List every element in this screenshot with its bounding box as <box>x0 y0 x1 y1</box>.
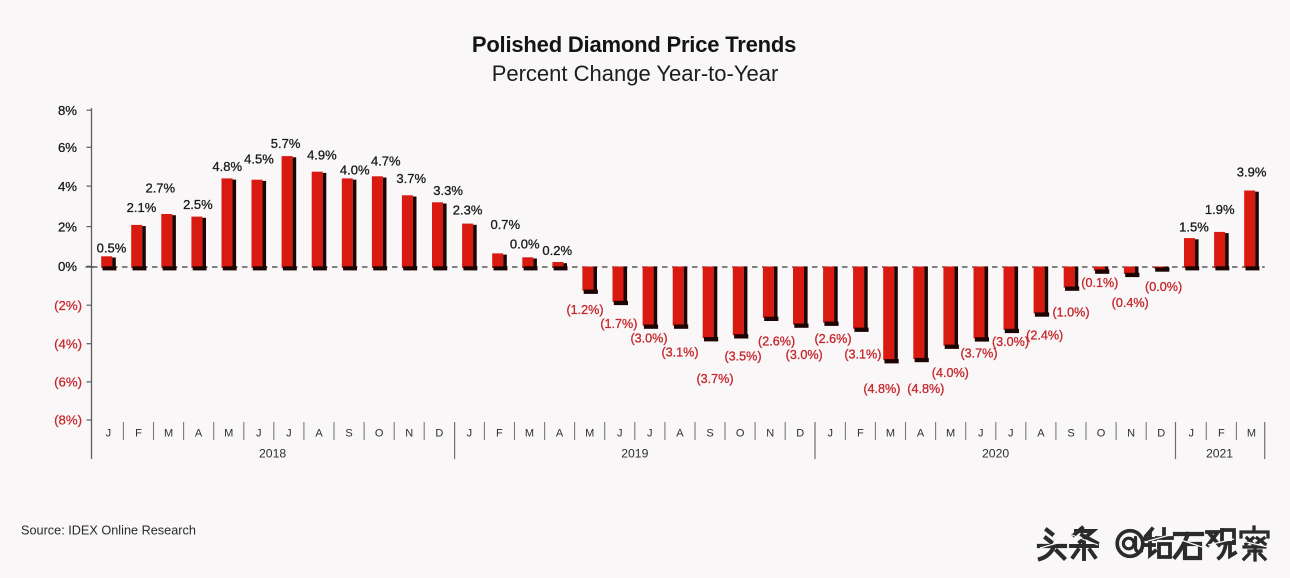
svg-text:(8%): (8%) <box>54 413 82 428</box>
svg-text:(2%): (2%) <box>54 298 82 313</box>
svg-text:(6%): (6%) <box>54 375 82 390</box>
svg-text:(4.0%): (4.0%) <box>932 366 969 380</box>
svg-text:M: M <box>886 428 895 440</box>
svg-text:0.7%: 0.7% <box>490 217 520 232</box>
svg-text:F: F <box>496 428 503 440</box>
svg-text:4.7%: 4.7% <box>371 153 401 168</box>
svg-text:S: S <box>1067 428 1074 440</box>
svg-text:M: M <box>585 428 594 440</box>
svg-text:N: N <box>1127 428 1135 440</box>
svg-text:J: J <box>106 428 112 440</box>
svg-text:3.9%: 3.9% <box>1237 164 1267 179</box>
svg-text:D: D <box>435 428 443 440</box>
svg-text:A: A <box>917 428 925 440</box>
svg-text:A: A <box>315 428 323 440</box>
svg-text:(0.0%): (0.0%) <box>1145 280 1182 294</box>
svg-text:(3.7%): (3.7%) <box>960 346 997 360</box>
svg-text:2020: 2020 <box>982 447 1009 461</box>
svg-text:4.9%: 4.9% <box>307 148 337 163</box>
svg-text:6%: 6% <box>58 140 77 155</box>
svg-text:(1.0%): (1.0%) <box>1052 306 1089 320</box>
svg-text:2019: 2019 <box>621 447 648 461</box>
svg-text:F: F <box>857 428 864 440</box>
svg-text:5.7%: 5.7% <box>271 136 301 151</box>
svg-text:Source: IDEX Online Research: Source: IDEX Online Research <box>21 524 196 538</box>
svg-text:(3.0%): (3.0%) <box>992 335 1029 349</box>
svg-text:O: O <box>736 428 745 440</box>
svg-text:S: S <box>706 428 713 440</box>
svg-text:J: J <box>286 428 292 440</box>
svg-text:J: J <box>617 428 623 440</box>
svg-text:(3.0%): (3.0%) <box>786 348 823 362</box>
svg-text:4.0%: 4.0% <box>340 163 370 178</box>
svg-text:S: S <box>345 428 352 440</box>
svg-text:N: N <box>405 428 413 440</box>
svg-text:(0.4%): (0.4%) <box>1112 296 1149 310</box>
svg-text:(4%): (4%) <box>54 336 82 351</box>
svg-text:M: M <box>164 428 173 440</box>
svg-text:4.5%: 4.5% <box>244 152 274 167</box>
svg-text:M: M <box>1247 428 1256 440</box>
svg-text:F: F <box>135 428 142 440</box>
svg-text:2.5%: 2.5% <box>183 197 213 212</box>
svg-text:M: M <box>525 428 534 440</box>
svg-text:2.1%: 2.1% <box>127 200 157 215</box>
svg-text:3.3%: 3.3% <box>433 183 463 198</box>
svg-text:J: J <box>1008 428 1014 440</box>
svg-text:J: J <box>828 428 834 440</box>
svg-text:M: M <box>224 428 233 440</box>
svg-text:M: M <box>946 428 955 440</box>
svg-text:O: O <box>375 428 384 440</box>
svg-text:(3.5%): (3.5%) <box>724 349 761 363</box>
svg-text:A: A <box>195 428 203 440</box>
svg-text:2.3%: 2.3% <box>453 203 483 218</box>
svg-text:J: J <box>1189 428 1195 440</box>
svg-text:(4.8%): (4.8%) <box>863 382 900 396</box>
svg-text:A: A <box>556 428 564 440</box>
svg-text:(2.6%): (2.6%) <box>814 332 851 346</box>
svg-text:1.9%: 1.9% <box>1205 202 1235 217</box>
svg-text:Percent Change Year-to-Year: Percent Change Year-to-Year <box>492 61 779 86</box>
svg-text:J: J <box>647 428 653 440</box>
svg-text:J: J <box>978 428 984 440</box>
svg-text:(3.1%): (3.1%) <box>844 348 881 362</box>
svg-text:J: J <box>256 428 262 440</box>
svg-text:O: O <box>1097 428 1106 440</box>
svg-text:J: J <box>467 428 473 440</box>
svg-text:0.0%: 0.0% <box>510 237 540 252</box>
svg-text:(3.7%): (3.7%) <box>696 372 733 386</box>
svg-text:(1.2%): (1.2%) <box>566 303 603 317</box>
svg-text:2%: 2% <box>58 219 77 234</box>
svg-text:8%: 8% <box>58 103 77 118</box>
svg-text:1.5%: 1.5% <box>1179 220 1209 235</box>
svg-text:0%: 0% <box>58 259 77 274</box>
svg-text:D: D <box>1157 428 1165 440</box>
svg-text:0.2%: 0.2% <box>542 243 572 258</box>
svg-text:(2.6%): (2.6%) <box>758 335 795 349</box>
svg-text:D: D <box>796 428 804 440</box>
svg-text:F: F <box>1218 428 1225 440</box>
svg-text:Polished Diamond Price Trends: Polished Diamond Price Trends <box>472 32 796 57</box>
svg-text:0.5%: 0.5% <box>97 240 127 255</box>
svg-text:(4.8%): (4.8%) <box>907 382 944 396</box>
svg-text:4%: 4% <box>58 179 77 194</box>
svg-text:A: A <box>676 428 684 440</box>
svg-text:A: A <box>1037 428 1045 440</box>
svg-text:2.7%: 2.7% <box>145 181 175 196</box>
svg-text:2021: 2021 <box>1206 447 1233 461</box>
svg-text:(3.0%): (3.0%) <box>630 331 667 345</box>
svg-text:(2.4%): (2.4%) <box>1026 329 1063 343</box>
svg-text:3.7%: 3.7% <box>396 171 426 186</box>
svg-text:2018: 2018 <box>259 447 286 461</box>
svg-text:(0.1%): (0.1%) <box>1081 276 1118 290</box>
svg-text:(1.7%): (1.7%) <box>600 317 637 331</box>
svg-text:N: N <box>766 428 774 440</box>
svg-text:(3.1%): (3.1%) <box>661 345 698 359</box>
svg-text:4.8%: 4.8% <box>212 159 242 174</box>
